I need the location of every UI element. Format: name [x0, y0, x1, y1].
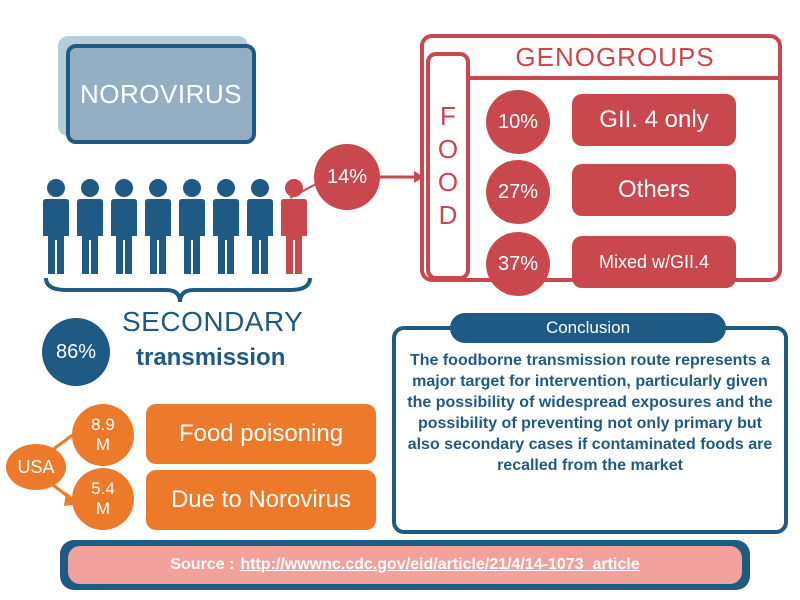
conclusion-box: [392, 326, 788, 534]
person-icon: [247, 179, 273, 274]
genogroup-pct-bubble: 10%: [486, 90, 550, 154]
food-letter: D: [438, 200, 458, 230]
count-unit: M: [95, 435, 111, 454]
source-link[interactable]: http://wwwnc.cdc.gov/eid/article/21/4/14…: [240, 556, 640, 573]
food-letter: F: [440, 101, 456, 131]
secondary-pct-bubble: 86%: [42, 318, 110, 386]
genogroup-pct: 37%: [497, 252, 539, 275]
person-icon: [111, 179, 137, 274]
genogroup-label: Mixed w/GII.4: [598, 251, 710, 272]
person-icon: [213, 179, 239, 274]
usa-label-pill: Due to Norovirus: [146, 470, 376, 530]
page-title: NOROVIRUS: [80, 78, 242, 109]
person-icon: [43, 179, 69, 274]
conclusion-text: The foodborne transmission route represe…: [407, 352, 773, 474]
usa-label: USA: [17, 456, 55, 477]
person-icon: [77, 179, 103, 274]
count-number: 8.9: [91, 415, 115, 434]
genogroup-label: GII. 4 only: [599, 106, 709, 133]
source-label: Source :: [170, 556, 235, 573]
food-share-value: 14%: [326, 165, 368, 188]
genogroup-label-pill: Others: [572, 164, 736, 216]
genogroup-pct-bubble: 37%: [486, 232, 550, 296]
genogroup-label-pill: Mixed w/GII.4: [572, 236, 736, 288]
food-label: F O O D: [426, 52, 470, 280]
usa-bubble: USA: [6, 444, 66, 490]
count-bubble: 5.4 M: [72, 468, 134, 530]
usa-label-pill: Food poisoning: [146, 404, 376, 464]
conclusion-heading-text: Conclusion: [545, 318, 631, 337]
people-figures: [43, 179, 307, 274]
person-icon: [145, 179, 171, 274]
genogroups-title-rule: [440, 38, 780, 80]
secondary-subheading: transmission: [136, 344, 286, 371]
food-letter: O: [437, 167, 459, 197]
food-letter: O: [437, 134, 459, 164]
source-bar: Source : http://wwwnc.cdc.gov/eid/articl…: [68, 546, 742, 584]
person-icon: [179, 179, 205, 274]
food-share-bubble: 14%: [314, 144, 380, 210]
count-number: 5.4: [91, 479, 115, 498]
count-value: 5.4 M: [91, 479, 115, 519]
conclusion-heading: Conclusion: [450, 313, 726, 343]
genogroup-label: Others: [617, 176, 691, 203]
genogroups-title: GENOGROUPS: [515, 42, 715, 72]
genogroup-pct-bubble: 27%: [486, 160, 550, 224]
secondary-heading: SECONDARY: [122, 306, 304, 337]
usa-row-label: Due to Norovirus: [170, 486, 352, 513]
genogroup-pct: 10%: [497, 110, 539, 133]
count-value: 8.9 M: [91, 415, 115, 455]
secondary-pct: 86%: [55, 340, 97, 363]
count-unit: M: [95, 499, 111, 518]
genogroup-pct: 27%: [497, 180, 539, 203]
count-bubble: 8.9 M: [72, 404, 134, 466]
usa-row-label: Food poisoning: [178, 420, 344, 447]
title-box: NOROVIRUS: [66, 44, 256, 144]
brace-icon: [44, 277, 312, 303]
genogroup-label-pill: GII. 4 only: [572, 94, 736, 146]
arrows-icon: [290, 171, 424, 199]
